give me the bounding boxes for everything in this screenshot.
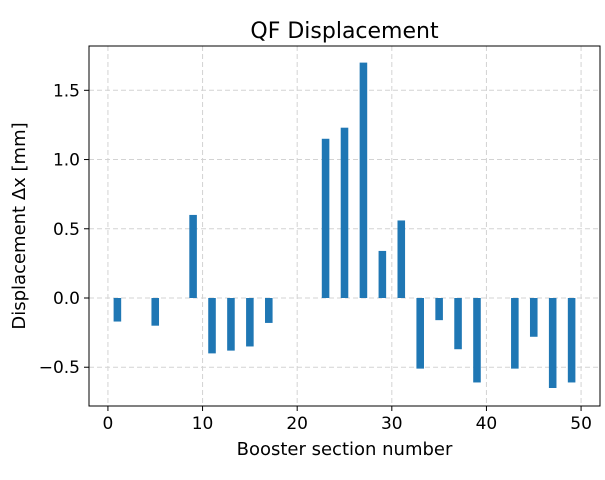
x-tick-label: 20 xyxy=(286,414,308,434)
bar xyxy=(189,214,197,298)
y-tick-label: 1.0 xyxy=(53,151,80,171)
bar xyxy=(151,298,160,326)
chart-title: QF Displacement xyxy=(250,19,439,44)
bar xyxy=(397,220,406,298)
bar xyxy=(529,298,538,337)
x-tick-label: 10 xyxy=(192,414,214,434)
bar xyxy=(378,250,387,298)
bar xyxy=(340,127,349,298)
bar xyxy=(246,298,254,347)
y-tick-label: 0.5 xyxy=(53,220,80,240)
y-tick-label: 0.0 xyxy=(53,289,80,309)
y-tick-label: 1.5 xyxy=(53,81,80,101)
y-axis-label: Displacement Δx [mm] xyxy=(9,122,30,329)
x-tick-label: 40 xyxy=(476,414,498,434)
bar xyxy=(567,298,576,383)
bar xyxy=(113,298,122,322)
y-axis-ticks: −0.5 0.0 0.5 1.0 1.5 xyxy=(39,81,89,378)
bar xyxy=(473,298,481,383)
x-axis-label: Booster section number xyxy=(237,439,453,460)
bar xyxy=(416,298,424,369)
bar xyxy=(265,298,273,323)
bar xyxy=(359,62,368,298)
x-tick-label: 50 xyxy=(570,414,592,434)
bar xyxy=(435,298,443,321)
plot-frame xyxy=(88,45,601,407)
bar xyxy=(548,298,557,388)
bar xyxy=(321,138,330,298)
bar xyxy=(454,298,462,350)
x-axis-ticks: 0 10 20 30 40 50 xyxy=(103,406,592,434)
x-tick-label: 30 xyxy=(381,414,403,434)
bar xyxy=(208,298,216,354)
bar xyxy=(227,298,235,351)
bar xyxy=(511,298,519,369)
y-tick-label: −0.5 xyxy=(39,358,80,378)
bars xyxy=(113,62,576,388)
x-tick-label: 0 xyxy=(103,414,114,434)
